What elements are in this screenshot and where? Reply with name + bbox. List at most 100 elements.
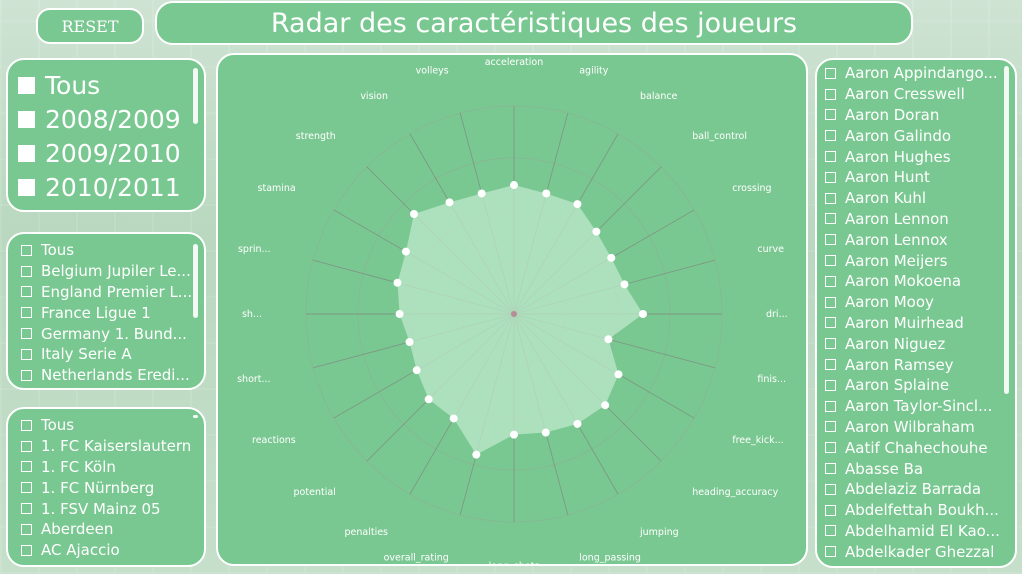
league-item[interactable]: France Ligue 1: [21, 302, 204, 323]
checkbox-icon[interactable]: [825, 130, 836, 142]
checkbox-icon[interactable]: [825, 67, 836, 79]
radar-point: [412, 366, 421, 375]
team-item[interactable]: 1. FSV Mainz 05: [21, 498, 204, 519]
team-item[interactable]: 1. FC Nürnberg: [21, 477, 204, 498]
season-scrollbar[interactable]: [193, 68, 198, 124]
player-item[interactable]: Aaron Mokoena: [825, 271, 1015, 292]
checkbox-icon[interactable]: [18, 76, 35, 94]
player-item-label: Aaron Taylor-Sincl...: [845, 397, 993, 416]
checkbox-icon[interactable]: [21, 265, 32, 277]
checkbox-icon[interactable]: [21, 328, 32, 340]
team-item[interactable]: 1. FC Kaiserslautern: [21, 436, 204, 457]
team-item[interactable]: 1. FC Köln: [21, 457, 204, 478]
checkbox-icon[interactable]: [825, 171, 836, 183]
checkbox-icon[interactable]: [21, 461, 32, 473]
player-item[interactable]: Aaron Wilbraham: [825, 417, 1015, 438]
checkbox-icon[interactable]: [825, 525, 836, 537]
player-item[interactable]: Aaron Splaine: [825, 375, 1015, 396]
radar-axis-label: crossing: [732, 183, 771, 194]
team-item[interactable]: Tous: [21, 415, 204, 436]
player-item[interactable]: Aaron Lennox: [825, 229, 1015, 250]
league-item-label: Belgium Jupiler Le...: [41, 262, 191, 281]
checkbox-icon[interactable]: [825, 442, 836, 454]
checkbox-icon[interactable]: [18, 110, 35, 128]
checkbox-icon[interactable]: [21, 544, 32, 556]
checkbox-icon[interactable]: [825, 400, 836, 412]
checkbox-icon[interactable]: [825, 275, 836, 287]
player-item-label: Aaron Muirhead: [845, 313, 964, 332]
player-item[interactable]: Aaron Galindo: [825, 125, 1015, 146]
team-item[interactable]: Aberdeen: [21, 519, 204, 540]
checkbox-icon[interactable]: [825, 317, 836, 329]
checkbox-icon[interactable]: [21, 369, 32, 381]
checkbox-icon[interactable]: [825, 338, 836, 350]
checkbox-icon[interactable]: [825, 296, 836, 308]
league-item[interactable]: Netherlands Eredi...: [21, 365, 204, 386]
checkbox-icon[interactable]: [825, 421, 836, 433]
checkbox-icon[interactable]: [21, 440, 32, 452]
checkbox-icon[interactable]: [21, 244, 32, 256]
checkbox-icon[interactable]: [825, 359, 836, 371]
team-item[interactable]: AC Ajaccio: [21, 540, 204, 561]
checkbox-icon[interactable]: [21, 503, 32, 515]
season-item[interactable]: 2010/2011: [18, 170, 204, 204]
team-item-label: 1. FC Kaiserslautern: [41, 437, 192, 456]
checkbox-icon[interactable]: [21, 286, 32, 298]
checkbox-icon[interactable]: [825, 546, 836, 558]
checkbox-icon[interactable]: [21, 348, 32, 360]
player-item[interactable]: Aaron Cresswell: [825, 84, 1015, 105]
team-scrollbar[interactable]: [193, 415, 198, 418]
player-item[interactable]: Abdelaziz Barrada: [825, 479, 1015, 500]
player-item[interactable]: Aaron Niguez: [825, 333, 1015, 354]
checkbox-icon[interactable]: [825, 483, 836, 495]
checkbox-icon[interactable]: [825, 192, 836, 204]
player-item[interactable]: Abdelfettah Boukh...: [825, 500, 1015, 521]
league-item[interactable]: Italy Serie A: [21, 344, 204, 365]
checkbox-icon[interactable]: [21, 523, 32, 535]
player-item[interactable]: Aaron Appindango...: [825, 63, 1015, 84]
player-item[interactable]: Aaron Lennon: [825, 209, 1015, 230]
player-item[interactable]: Abdelhamid El Kao...: [825, 521, 1015, 542]
league-item[interactable]: Germany 1. Bund...: [21, 323, 204, 344]
player-item[interactable]: Abasse Ba: [825, 458, 1015, 479]
checkbox-icon[interactable]: [825, 151, 836, 163]
checkbox-icon[interactable]: [825, 463, 836, 475]
player-item[interactable]: Aaron Hunt: [825, 167, 1015, 188]
checkbox-icon[interactable]: [21, 419, 32, 431]
checkbox-icon[interactable]: [825, 213, 836, 225]
radar-axis-label: free_kick...: [732, 435, 783, 446]
player-item[interactable]: Aaron Mooy: [825, 292, 1015, 313]
player-item[interactable]: Abdelkader Ghezzal: [825, 541, 1015, 562]
league-item[interactable]: England Premier L...: [21, 282, 204, 303]
checkbox-icon[interactable]: [18, 144, 35, 162]
team-list: Tous 1. FC Kaiserslautern 1. FC Köln 1. FC …: [8, 409, 204, 561]
player-item[interactable]: Aaron Hughes: [825, 146, 1015, 167]
league-item[interactable]: Tous: [21, 240, 204, 261]
checkbox-icon[interactable]: [825, 109, 836, 121]
checkbox-icon[interactable]: [825, 255, 836, 267]
checkbox-icon[interactable]: [825, 88, 836, 100]
player-item[interactable]: Aaron Doran: [825, 105, 1015, 126]
player-item[interactable]: Aaron Taylor-Sincl...: [825, 396, 1015, 417]
radar-point: [449, 414, 458, 423]
league-item[interactable]: Belgium Jupiler Le...: [21, 261, 204, 282]
checkbox-icon[interactable]: [21, 482, 32, 494]
checkbox-icon[interactable]: [825, 504, 836, 516]
league-scrollbar[interactable]: [193, 244, 198, 318]
checkbox-icon[interactable]: [825, 234, 836, 246]
player-item[interactable]: Aaron Muirhead: [825, 313, 1015, 334]
checkbox-icon[interactable]: [18, 178, 35, 196]
player-item[interactable]: Aatif Chahechouhe: [825, 437, 1015, 458]
season-item[interactable]: 2008/2009: [18, 102, 204, 136]
checkbox-icon[interactable]: [21, 307, 32, 319]
radar-axis-label: penalties: [344, 527, 388, 538]
season-item[interactable]: 2009/2010: [18, 136, 204, 170]
team-item-label: 1. FSV Mainz 05: [41, 499, 161, 518]
player-item[interactable]: Aaron Ramsey: [825, 354, 1015, 375]
player-item[interactable]: Aaron Meijers: [825, 250, 1015, 271]
checkbox-icon[interactable]: [825, 379, 836, 391]
reset-button[interactable]: RESET: [36, 8, 144, 44]
player-item[interactable]: Aaron Kuhl: [825, 188, 1015, 209]
player-scrollbar[interactable]: [1004, 66, 1009, 394]
season-item[interactable]: Tous: [18, 68, 204, 102]
